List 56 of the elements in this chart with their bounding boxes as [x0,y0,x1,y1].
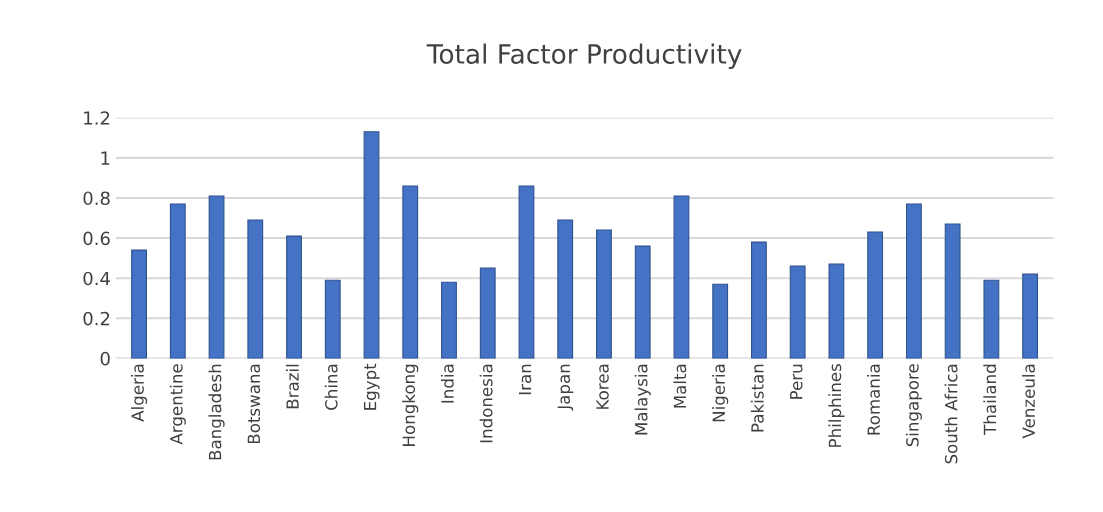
bar [905,203,922,359]
x-tick-label: Japan [557,364,574,411]
bar [169,203,186,359]
x-tick-label: Malaysia [634,364,651,435]
bar [1022,273,1039,359]
x-tick-label: Venzeula [1022,364,1035,439]
y-tick-label: 1 [101,151,110,165]
y-tick-label: 0.2 [83,311,110,326]
bar [751,241,767,359]
x-tick-label: Pakistan [750,364,764,432]
x-tick-label: Iran [518,364,532,395]
bar [944,223,961,359]
bar [596,229,612,359]
bar [634,245,651,359]
bar [247,219,264,359]
x-tick-label: India [440,364,454,403]
bar [402,185,419,359]
x-tick-label: Peru [790,364,803,399]
x-tick-label: Philphines [828,364,845,447]
x-tick-label: Algeria [130,364,148,422]
bar [479,267,496,359]
y-tick-label: 1.2 [84,111,110,125]
x-tick-label: Indonesia [479,364,493,443]
bar [363,131,380,359]
y-tick-label: 0.8 [83,191,110,206]
bar [441,281,457,359]
x-tick-label: Nigeria [712,364,729,422]
bar [286,235,302,359]
y-tick-label: 0 [100,351,110,366]
x-tick-label: Brazil [285,364,299,409]
x-tick-label: Thailand [983,364,997,435]
x-tick-label: Malta [673,364,687,408]
x-tick-label: Romania [867,364,880,435]
bar [131,249,147,359]
x-tick-label: Singapore [905,364,922,447]
x-tick-label: Egypt [363,363,380,410]
x-tick-label: South Africa [944,364,958,464]
x-tick-label: Korea [596,364,609,409]
x-tick-label: Botswana [247,364,261,444]
bar [208,195,225,359]
bar [673,195,690,359]
chart-title: Total Factor Productivity [426,43,742,70]
bar [983,279,1000,359]
bar [518,185,535,359]
x-tick-label: Hongkong [402,364,419,446]
x-tick-label: Argentine [169,364,186,445]
bar [867,231,884,359]
bar [324,279,341,359]
x-tick-label: Bangladesh [208,364,225,460]
y-tick-label: 0.4 [83,271,110,286]
bar [557,219,574,359]
x-tick-label: China [324,364,338,410]
bar [828,263,845,359]
y-tick-label: 0.6 [83,231,110,246]
bar [789,265,806,359]
bar [712,283,729,359]
